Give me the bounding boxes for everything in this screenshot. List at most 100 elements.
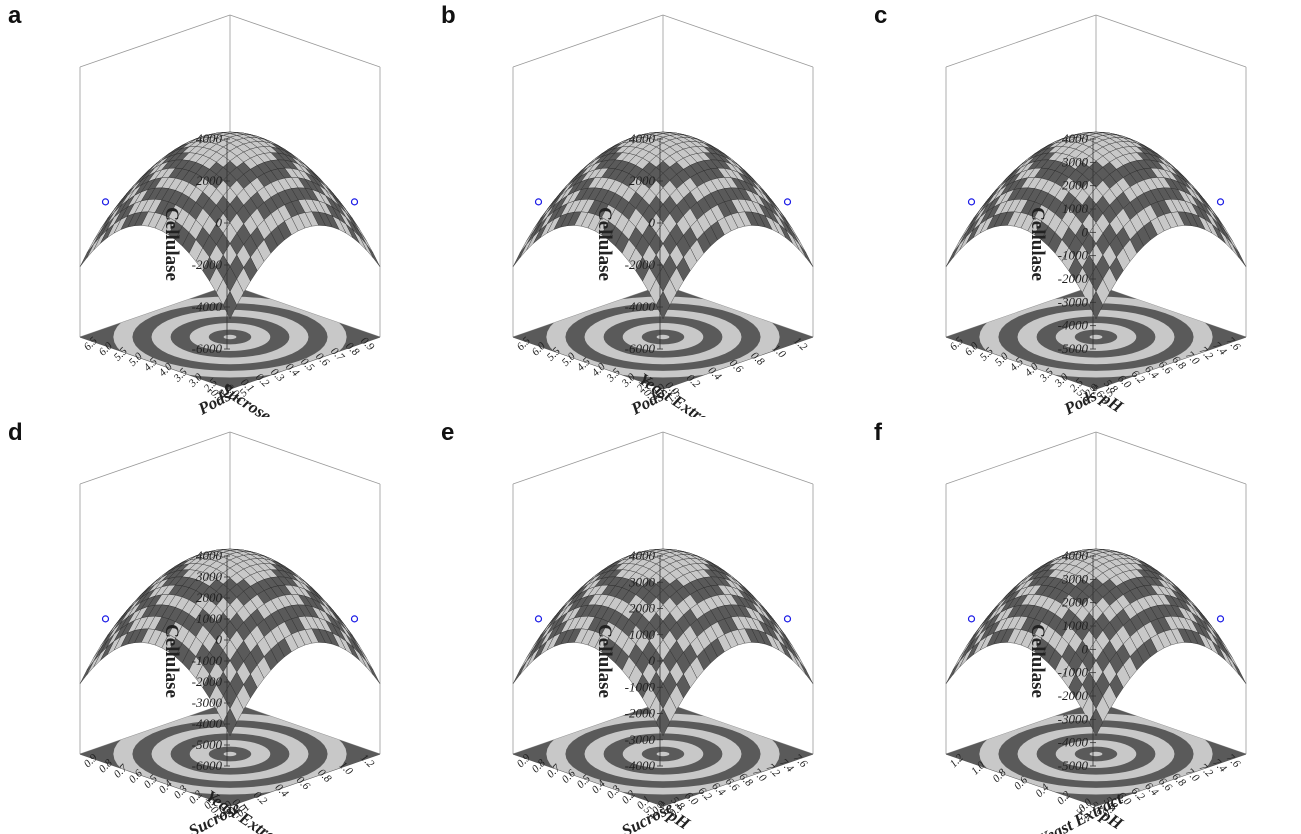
surface-cell — [799, 661, 814, 684]
z-tick-label: 0 — [216, 632, 223, 647]
contour-floor — [513, 285, 813, 389]
panel-letter: c — [874, 2, 888, 29]
z-tick-label: -1000 — [1058, 248, 1089, 263]
design-point — [783, 615, 792, 623]
z-tick-label: 2000 — [629, 601, 656, 616]
frame-line — [512, 14, 664, 68]
design-point — [967, 615, 976, 623]
panel-a: a 4000 2000 0 -2000 -4000 -6000 Cellulase -0.1 0… — [0, 0, 433, 417]
panel-letter: d — [8, 419, 23, 446]
z-axis: 4000 2000 0 -2000 -4000 -6000 Cellulase — [594, 131, 663, 356]
contour-band — [1089, 334, 1103, 340]
design-point — [783, 198, 792, 206]
response-surface — [945, 131, 1247, 320]
surface-cell — [655, 708, 671, 737]
frame-line — [1095, 431, 1247, 485]
z-tick-label: 0 — [216, 215, 223, 230]
design-point — [101, 615, 110, 623]
z-tick-label: -2000 — [1058, 688, 1089, 703]
panel-letter: e — [441, 419, 455, 446]
frame-line — [1095, 14, 1247, 68]
z-axis: 4000 3000 2000 1000 0 -1000 -2000 -3000 -4000 -50… — [1027, 131, 1096, 356]
z-tick-label: -5000 — [1058, 341, 1089, 356]
design-point — [1216, 198, 1225, 206]
z-tick-label: -3000 — [1058, 711, 1089, 726]
panel-d: d 4000 3000 2000 1000 0 -1000 -2000 -3000 -4000 -… — [0, 417, 433, 834]
surface-cell — [512, 661, 527, 684]
contour-band — [1089, 751, 1103, 757]
frame-line — [945, 14, 1097, 68]
frame-line — [662, 14, 814, 68]
z-tick-label: -2000 — [192, 674, 223, 689]
surface-cell — [512, 244, 527, 267]
z-axis: 4000 3000 2000 1000 0 -1000 -2000 -3000 -4000 Cel… — [594, 548, 663, 773]
z-tick-label: 4000 — [1062, 131, 1089, 146]
z-tick-label: -6000 — [192, 341, 223, 356]
z-tick-label: 2000 — [629, 173, 656, 188]
z-tick-label: 2000 — [1062, 595, 1089, 610]
contour-band — [223, 334, 237, 340]
surface-cell — [79, 661, 94, 684]
z-tick-label: 0 — [1082, 224, 1089, 239]
contour-band — [223, 751, 237, 757]
surface-plot: 4000 3000 2000 1000 0 -1000 -2000 -3000 -4000 Cel… — [512, 431, 814, 834]
z-tick-label: 2000 — [196, 173, 223, 188]
response-surface — [79, 548, 381, 737]
surface-plot: 4000 3000 2000 1000 0 -1000 -2000 -3000 -4000 -50… — [79, 431, 381, 834]
z-tick-label: -4000 — [192, 299, 223, 314]
surface-cell — [952, 653, 967, 676]
contour-floor — [946, 285, 1246, 389]
surface-cell — [945, 661, 960, 684]
panel-f: f 4000 3000 2000 1000 0 -1000 -2000 -3000 -4000 -… — [866, 417, 1299, 834]
surface-cell — [952, 236, 967, 259]
panel-c: c 4000 3000 2000 1000 0 -1000 -2000 -3000 -4000 -… — [866, 0, 1299, 417]
surface-cell — [222, 291, 238, 320]
surface-cell — [366, 661, 381, 684]
response-surface — [512, 131, 814, 320]
surface-cell — [1232, 244, 1247, 267]
z-tick-label: 3000 — [1061, 154, 1089, 169]
surface-cell — [79, 244, 94, 267]
surface-cell — [1225, 653, 1240, 676]
surface-cell — [655, 291, 671, 320]
response-surface — [512, 548, 814, 737]
z-tick-label: -1000 — [625, 679, 656, 694]
panel-letter: f — [874, 419, 882, 446]
frame-line — [662, 431, 814, 485]
surface-plot: 4000 3000 2000 1000 0 -1000 -2000 -3000 -4000 -50… — [945, 431, 1247, 834]
z-axis: 4000 2000 0 -2000 -4000 -6000 Cellulase — [161, 131, 230, 356]
z-tick-label: 3000 — [195, 569, 223, 584]
z-tick-label: 0 — [1082, 641, 1089, 656]
z-tick-label: -6000 — [192, 758, 223, 773]
panel-letter: a — [8, 2, 22, 29]
z-tick-label: 4000 — [196, 548, 223, 563]
surface-cell — [792, 653, 807, 676]
surface-cell — [945, 244, 960, 267]
surface-cell — [519, 236, 534, 259]
z-tick-label: -3000 — [192, 695, 223, 710]
z-axis-label: Cellulase — [594, 207, 615, 281]
z-tick-label: -3000 — [625, 732, 656, 747]
panel-b: b 4000 2000 0 -2000 -4000 -6000 Cellulase -0.2 0… — [433, 0, 866, 417]
frame-line — [79, 431, 231, 485]
x-axis: 5.45.65.86.06.26.46.66.87.07.27.47.6pH — [641, 752, 810, 834]
surface-cell — [792, 236, 807, 259]
design-point — [967, 198, 976, 206]
z-tick-label: 1000 — [1062, 618, 1089, 633]
surface-cell — [366, 244, 381, 267]
panel-e: e 4000 3000 2000 1000 0 -1000 -2000 -3000 -4000 C… — [433, 417, 866, 834]
z-axis-label: Cellulase — [1027, 624, 1048, 698]
design-point — [534, 615, 543, 623]
surface-cell — [359, 236, 374, 259]
surface-plot: 400020000-2000-4000-6000Cellulase-0.10.0… — [79, 14, 381, 417]
frame-line — [229, 14, 381, 68]
design-point — [350, 615, 359, 623]
z-tick-label: -4000 — [1058, 735, 1089, 750]
z-tick-label: -2000 — [1058, 271, 1089, 286]
z-tick-label: -6000 — [625, 341, 656, 356]
surface-cell — [799, 244, 814, 267]
frame-line — [512, 431, 664, 485]
